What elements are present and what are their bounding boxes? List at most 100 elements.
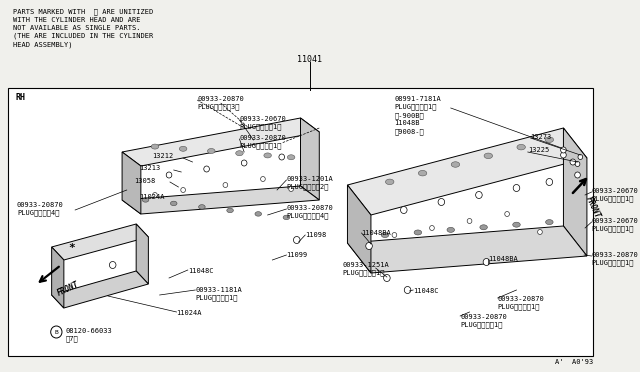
Ellipse shape (480, 225, 488, 230)
Polygon shape (52, 224, 148, 260)
Text: 13212: 13212 (152, 153, 173, 159)
Circle shape (483, 259, 490, 266)
Circle shape (561, 147, 566, 153)
Polygon shape (563, 128, 587, 256)
Circle shape (570, 159, 575, 165)
Ellipse shape (545, 219, 553, 225)
Circle shape (404, 286, 411, 294)
Circle shape (241, 160, 247, 166)
Circle shape (505, 212, 509, 217)
Circle shape (260, 176, 266, 182)
Polygon shape (122, 152, 141, 214)
Circle shape (561, 152, 566, 158)
Text: 00933-20870
PLUGプラグ（3）: 00933-20870 PLUGプラグ（3） (197, 96, 244, 110)
Circle shape (166, 172, 172, 178)
Text: 11048C: 11048C (188, 268, 213, 274)
Circle shape (109, 262, 116, 269)
Circle shape (279, 154, 285, 160)
Polygon shape (52, 247, 64, 308)
Circle shape (575, 161, 580, 167)
Ellipse shape (447, 227, 454, 232)
Text: 11024A: 11024A (177, 310, 202, 316)
Text: 13225: 13225 (528, 147, 549, 153)
Text: 00933-20670
PLUGプラグ（1）: 00933-20670 PLUGプラグ（1） (239, 116, 286, 130)
Text: 00933-20870
PLUGプラグ（1）: 00933-20870 PLUGプラグ（1） (498, 296, 545, 310)
Ellipse shape (255, 212, 262, 216)
Ellipse shape (283, 215, 290, 220)
Text: 00933-20670
PLUGプラグ（1）: 00933-20670 PLUGプラグ（1） (591, 218, 638, 232)
Polygon shape (52, 271, 148, 308)
Polygon shape (122, 186, 319, 214)
Ellipse shape (385, 179, 394, 185)
Ellipse shape (545, 137, 554, 142)
Ellipse shape (179, 146, 187, 151)
Text: FRONT: FRONT (584, 195, 602, 220)
Bar (8, 88, 593, 356)
Text: RH: RH (15, 93, 25, 102)
Text: 00933-20870
PLUGプラグ（1）: 00933-20870 PLUGプラグ（1） (239, 135, 286, 150)
Text: 00933-20670
PLUGプラグ（1）: 00933-20670 PLUGプラグ（1） (591, 188, 638, 202)
Text: 00933-1201A
PLUGプラグ（2）: 00933-1201A PLUGプラグ（2） (287, 176, 333, 190)
Ellipse shape (207, 148, 215, 154)
Circle shape (366, 243, 372, 250)
Circle shape (152, 192, 157, 198)
Circle shape (513, 185, 520, 192)
Ellipse shape (170, 201, 177, 206)
Circle shape (578, 154, 582, 160)
Ellipse shape (414, 230, 422, 235)
Polygon shape (348, 185, 371, 273)
Ellipse shape (484, 153, 493, 158)
Text: 13273: 13273 (531, 134, 552, 140)
Text: 11048BA: 11048BA (488, 256, 518, 262)
Text: B: B (54, 330, 58, 334)
Ellipse shape (142, 198, 149, 202)
Circle shape (204, 166, 209, 172)
Ellipse shape (287, 155, 295, 160)
Text: 00933-20870
PLUGプラグ（4）: 00933-20870 PLUGプラグ（4） (17, 202, 63, 217)
Text: A'  A0'93: A' A0'93 (556, 359, 593, 365)
Text: 00933-1181A
PLUGプラグ（1）: 00933-1181A PLUGプラグ（1） (195, 287, 242, 301)
Text: 13213: 13213 (139, 165, 160, 171)
Text: 11024A: 11024A (139, 194, 164, 200)
Text: FRONT: FRONT (56, 280, 81, 298)
Text: 08991-7181A
PLUGプラグ（1）
（-900B）
11048B
（9008-）: 08991-7181A PLUGプラグ（1） （-900B） 11048B （9… (394, 96, 441, 135)
Circle shape (401, 206, 407, 214)
Text: 11098: 11098 (305, 232, 326, 238)
Ellipse shape (451, 162, 460, 167)
Text: PARTS MARKED WITH  ※ ARE UNITIZED
WITH THE CYLINDER HEAD AND ARE
NOT AVAILABLE A: PARTS MARKED WITH ※ ARE UNITIZED WITH TH… (13, 8, 154, 48)
Text: 00933-1251A
PLUGプラグ（1）: 00933-1251A PLUGプラグ（1） (343, 262, 390, 276)
Ellipse shape (198, 205, 205, 209)
Text: 08120-66033
（7）: 08120-66033 （7） (66, 328, 113, 342)
Ellipse shape (513, 222, 520, 227)
Text: 13058: 13058 (134, 178, 156, 184)
Circle shape (546, 179, 552, 186)
Text: 00933-20870
PLUGプラグ（1）: 00933-20870 PLUGプラグ（1） (591, 252, 638, 266)
Ellipse shape (264, 153, 271, 158)
Text: 00933-20870
PLUGプラグ（1）: 00933-20870 PLUGプラグ（1） (460, 314, 507, 328)
Circle shape (383, 275, 390, 282)
Circle shape (575, 172, 580, 178)
Circle shape (438, 199, 445, 205)
Circle shape (51, 326, 62, 338)
Ellipse shape (419, 170, 427, 176)
Circle shape (289, 186, 294, 192)
Circle shape (538, 230, 542, 234)
Text: 11099: 11099 (287, 252, 308, 258)
Ellipse shape (227, 208, 234, 213)
Polygon shape (122, 118, 319, 166)
Ellipse shape (517, 144, 525, 150)
Text: 11041: 11041 (298, 55, 323, 64)
Text: 00933-20870
PLUGプラグ（4）: 00933-20870 PLUGプラグ（4） (287, 205, 333, 219)
Circle shape (180, 187, 186, 192)
Text: *: * (68, 243, 75, 253)
Circle shape (223, 183, 228, 187)
Polygon shape (136, 224, 148, 284)
Ellipse shape (381, 232, 388, 238)
Ellipse shape (151, 144, 159, 149)
Circle shape (429, 225, 435, 231)
Circle shape (392, 232, 397, 237)
Ellipse shape (236, 151, 243, 156)
Polygon shape (301, 118, 319, 200)
Polygon shape (348, 226, 587, 273)
Circle shape (294, 237, 300, 244)
